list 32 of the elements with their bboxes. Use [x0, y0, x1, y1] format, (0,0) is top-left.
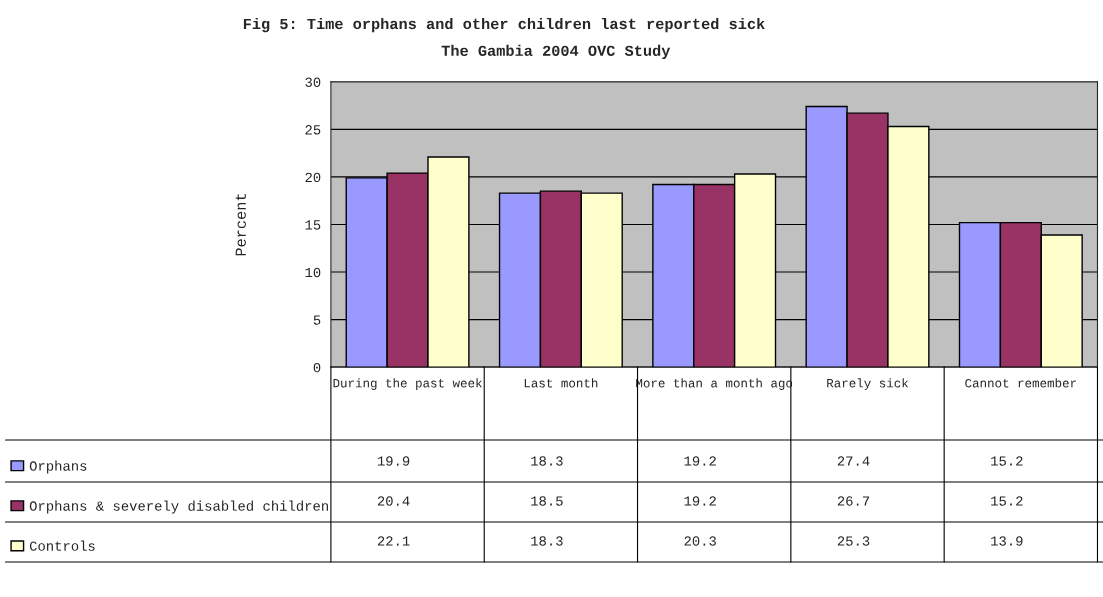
chart-subtitle: The Gambia 2004 OVC Study: [441, 44, 671, 60]
y-tick-label: 30: [305, 77, 321, 87]
legend-label: Orphans: [29, 460, 87, 474]
y-tick-label: 20: [305, 172, 321, 183]
x-tick-label: Cannot remember: [965, 378, 1076, 388]
data-label: 20.4: [377, 496, 410, 506]
y-tick-label: 10: [305, 267, 321, 278]
data-label: 18.5: [531, 496, 563, 506]
data-label: 15.2: [991, 496, 1023, 506]
x-tick-label: Rarely sick: [827, 378, 909, 390]
data-label: 18.3: [531, 536, 563, 546]
data-label: 19.9: [377, 456, 410, 466]
y-tick-label: 15: [305, 220, 321, 230]
x-tick-label: Last month: [524, 378, 598, 388]
legend-label: Orphans & severely disabled children: [29, 500, 328, 514]
y-tick-label: 5: [313, 315, 321, 325]
data-label: 27.4: [837, 456, 870, 466]
data-label: 19.2: [684, 496, 716, 506]
y-tick-label: 0: [313, 362, 321, 373]
y-axis-title: Percent: [235, 193, 246, 256]
data-label: 22.1: [377, 536, 410, 546]
data-label: 20.3: [684, 536, 716, 546]
legend-label: Controls: [29, 540, 95, 551]
data-label: 26.7: [837, 496, 870, 506]
y-tick-label: 25: [305, 125, 321, 135]
data-label: 15.2: [991, 456, 1023, 466]
data-label: 18.3: [531, 456, 563, 466]
data-label: 13.9: [991, 536, 1023, 546]
chart-title: Fig 5: Time orphans and other children last reported sick: [243, 17, 765, 33]
x-tick-label: During the past week: [333, 378, 482, 390]
data-label: 19.2: [684, 456, 716, 466]
data-label: 25.3: [837, 536, 870, 546]
